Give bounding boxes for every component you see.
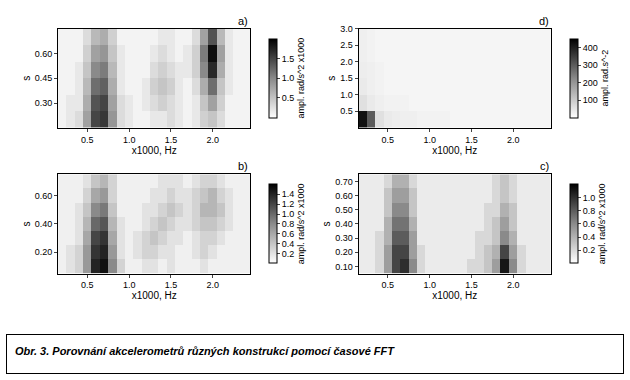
svg-text:0.4: 0.4	[583, 232, 596, 242]
svg-text:1.0: 1.0	[340, 90, 353, 100]
svg-text:0.5: 0.5	[81, 280, 94, 290]
svg-text:1.2: 1.2	[282, 199, 295, 209]
svg-text:1.5: 1.5	[165, 135, 178, 145]
svg-text:2.0: 2.0	[207, 135, 220, 145]
svg-text:x1000, Hz: x1000, Hz	[132, 290, 177, 301]
svg-text:1.5: 1.5	[282, 54, 295, 64]
svg-text:1.0: 1.0	[282, 209, 295, 219]
svg-text:0.30: 0.30	[335, 233, 353, 243]
svg-text:0.50: 0.50	[335, 205, 353, 215]
svg-text:0.30: 0.30	[35, 98, 53, 108]
svg-text:0.5: 0.5	[282, 93, 295, 103]
svg-text:s: s	[326, 76, 337, 81]
svg-text:1.0: 1.0	[282, 73, 295, 83]
svg-text:ampl. rad/s^2 x1000: ampl. rad/s^2 x1000	[296, 184, 306, 265]
svg-text:1.0: 1.0	[423, 280, 436, 290]
svg-text:400: 400	[583, 43, 598, 53]
svg-text:0.5: 0.5	[382, 135, 395, 145]
svg-text:2.0: 2.0	[507, 135, 520, 145]
svg-text:1.0: 1.0	[123, 135, 136, 145]
svg-text:c): c)	[540, 160, 549, 172]
svg-text:0.60: 0.60	[35, 191, 53, 201]
svg-text:1.5: 1.5	[465, 280, 478, 290]
svg-text:0.2: 0.2	[583, 245, 596, 255]
svg-text:3.0: 3.0	[340, 24, 353, 34]
svg-text:1.5: 1.5	[165, 280, 178, 290]
svg-text:2.0: 2.0	[340, 57, 353, 67]
svg-text:s: s	[21, 76, 32, 81]
svg-text:x1000, Hz: x1000, Hz	[432, 145, 477, 156]
svg-text:0.4: 0.4	[282, 239, 295, 249]
svg-text:1.5: 1.5	[465, 135, 478, 145]
svg-text:0.5: 0.5	[81, 135, 94, 145]
svg-text:s: s	[321, 221, 332, 226]
svg-text:0.6: 0.6	[282, 229, 295, 239]
svg-text:x1000, Hz: x1000, Hz	[432, 290, 477, 301]
svg-text:0.6: 0.6	[583, 219, 596, 229]
svg-text:0.8: 0.8	[282, 219, 295, 229]
svg-text:100: 100	[583, 95, 598, 105]
svg-text:0.20: 0.20	[35, 247, 53, 257]
svg-text:ampl. rad/s^2 x1000: ampl. rad/s^2 x1000	[296, 38, 306, 119]
svg-text:0.2: 0.2	[282, 249, 295, 259]
svg-text:0.40: 0.40	[335, 219, 353, 229]
svg-text:1.0: 1.0	[123, 280, 136, 290]
svg-text:1.0: 1.0	[583, 193, 596, 203]
svg-text:0.5: 0.5	[340, 106, 353, 116]
html-text:Obr. 3. Porovnání akcelerometr: Obr. 3. Porovnání akcelerometrů různých …	[15, 345, 394, 357]
svg-text:d): d)	[539, 15, 549, 27]
svg-text:2.5: 2.5	[340, 40, 353, 50]
svg-text:x1000, Hz: x1000, Hz	[132, 145, 177, 156]
svg-text:2.0: 2.0	[207, 280, 220, 290]
svg-text:200: 200	[583, 78, 598, 88]
svg-text:ampl. rad/s^2 x1000: ampl. rad/s^2 x1000	[597, 184, 607, 265]
svg-text:1.5: 1.5	[340, 73, 353, 83]
svg-text:0.45: 0.45	[35, 73, 53, 83]
svg-text:0.60: 0.60	[335, 191, 353, 201]
svg-text:ampl. rad.s^-2: ampl. rad.s^-2	[600, 50, 610, 107]
svg-text:300: 300	[583, 60, 598, 70]
svg-text:1.4: 1.4	[282, 189, 295, 199]
svg-text:a): a)	[238, 15, 248, 27]
svg-text:s: s	[21, 221, 32, 226]
svg-text:0.70: 0.70	[335, 177, 353, 187]
svg-text:0.40: 0.40	[35, 219, 53, 229]
svg-text:2.0: 2.0	[507, 280, 520, 290]
svg-text:0.60: 0.60	[35, 49, 53, 59]
svg-text:0.5: 0.5	[382, 280, 395, 290]
svg-text:b): b)	[238, 160, 248, 172]
svg-text:0.20: 0.20	[335, 247, 353, 257]
svg-text:0.10: 0.10	[335, 262, 353, 272]
svg-text:1.0: 1.0	[423, 135, 436, 145]
svg-text:0.8: 0.8	[583, 206, 596, 216]
